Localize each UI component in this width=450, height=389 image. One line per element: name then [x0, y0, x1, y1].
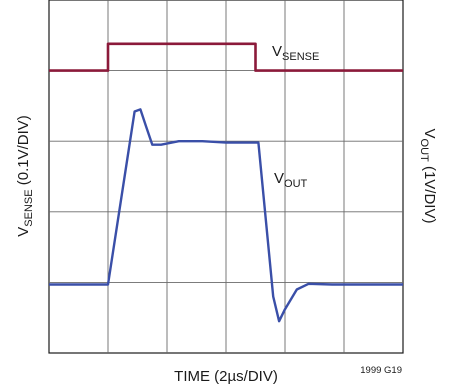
- y-axis-label-right: VOUT (1V/DIV): [418, 129, 438, 224]
- trace-vout: [49, 108, 403, 323]
- series-label-vsense: VSENSE: [272, 43, 319, 63]
- traces: [49, 42, 403, 323]
- series-label-vout: VOUT: [274, 170, 308, 190]
- y-axis-label-left: VSENSE (0.1V/DIV): [15, 115, 35, 237]
- trace-vsense: [49, 42, 403, 72]
- x-axis-label: TIME (2µs/DIV): [174, 368, 278, 385]
- grid: [49, 0, 403, 353]
- figure-id: 1999 G19: [360, 365, 402, 376]
